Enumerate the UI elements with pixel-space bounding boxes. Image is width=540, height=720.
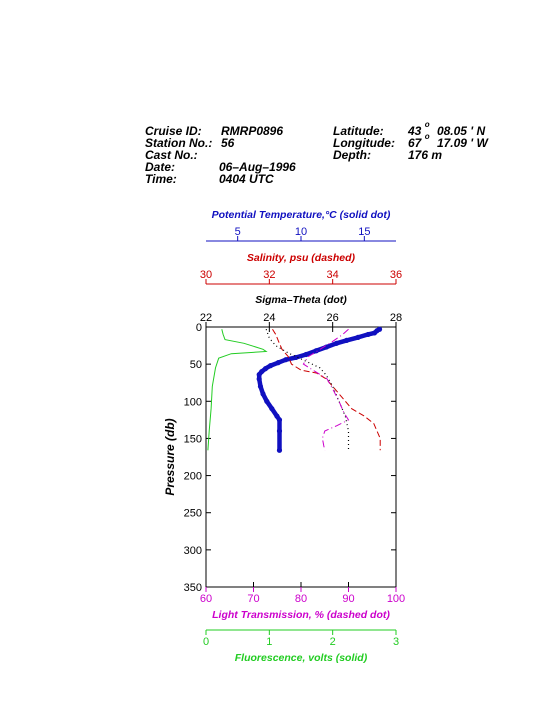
sigma-axis: 22 24 26 28 Sigma–Theta (dot) bbox=[200, 294, 402, 332]
fluorescence-axis: 0 1 2 3 Fluorescence, volts (solid) bbox=[203, 629, 399, 664]
station-label: Station No.: bbox=[145, 136, 213, 150]
longitude-degrees: 67 bbox=[408, 136, 422, 150]
sigma-tick-label: 24 bbox=[263, 312, 275, 324]
pressure-tick-label: 250 bbox=[184, 508, 202, 520]
salinity-tick-label: 36 bbox=[390, 269, 402, 281]
salinity-axis: 30 32 34 36 Salinity, psu (dashed) bbox=[200, 252, 402, 285]
station-value: 56 bbox=[221, 136, 235, 150]
temperature-axis: 5 10 15 Potential Temperature,°C (solid dot… bbox=[206, 209, 396, 242]
latitude-value: 43 o 08.05 ' N bbox=[408, 120, 486, 138]
fluorescence-profile-line bbox=[207, 329, 268, 451]
cruise-id-value: RMRP0896 bbox=[221, 124, 284, 138]
time-label: Time: bbox=[145, 172, 177, 186]
transmission-axis-title: Light Transmission, % (dashed dot) bbox=[212, 609, 390, 621]
salinity-axis-title: Salinity, psu (dashed) bbox=[247, 252, 356, 264]
depth-value: 176 m bbox=[408, 148, 443, 162]
temperature-data-point bbox=[256, 371, 262, 378]
temperature-data-point bbox=[371, 330, 378, 336]
temperature-data-point bbox=[264, 398, 270, 404]
longitude-value: 67 o 17.09 ' W bbox=[408, 132, 488, 150]
sigma-tick-label: 26 bbox=[327, 312, 339, 324]
temperature-data-point bbox=[344, 337, 350, 343]
latitude-label: Latitude: bbox=[333, 124, 384, 138]
latitude-minutes: 08.05 ' N bbox=[436, 124, 486, 138]
pressure-tick-label: 50 bbox=[190, 359, 202, 371]
temperature-axis-title: Potential Temperature,°C (solid dot) bbox=[212, 209, 391, 221]
salinity-tick-label: 32 bbox=[263, 269, 275, 281]
temperature-tick-label: 5 bbox=[235, 226, 241, 238]
fluorescence-axis-title: Fluorescence, volts (solid) bbox=[235, 652, 368, 664]
temperature-data-point bbox=[256, 376, 262, 382]
temperature-data-point bbox=[257, 383, 264, 390]
temperature-data-point bbox=[276, 417, 283, 423]
cast-label: Cast No.: bbox=[145, 148, 198, 162]
transmission-tick-label: 80 bbox=[295, 593, 307, 605]
transmission-tick-label: 100 bbox=[387, 593, 405, 605]
transmission-tick-label: 90 bbox=[342, 593, 354, 605]
temperature-data-point bbox=[276, 447, 283, 453]
temperature-tick-label: 15 bbox=[358, 226, 370, 238]
temperature-data-point bbox=[275, 360, 281, 366]
temperature-data-point bbox=[283, 357, 289, 363]
pressure-tick-label: 0 bbox=[196, 322, 202, 334]
time-value: 0404 UTC bbox=[219, 172, 274, 186]
temperature-data-point bbox=[260, 391, 266, 397]
temperature-data-point bbox=[313, 348, 319, 354]
temperature-data-point bbox=[274, 413, 280, 419]
temperature-data-point bbox=[355, 334, 361, 340]
date-label: Date: bbox=[145, 160, 176, 174]
pressure-tick-label: 350 bbox=[184, 582, 202, 594]
fluorescence-tick-label: 0 bbox=[203, 636, 209, 648]
sigma-tick-label: 22 bbox=[200, 312, 212, 324]
pressure-tick-label: 300 bbox=[184, 545, 202, 557]
plot-frame bbox=[205, 326, 397, 588]
transmission-tick-label: 70 bbox=[247, 593, 259, 605]
salinity-tick-label: 30 bbox=[200, 269, 212, 281]
longitude-label: Longitude: bbox=[333, 136, 395, 150]
longitude-minutes: 17.09 ' W bbox=[436, 136, 488, 150]
pressure-tick-label: 200 bbox=[184, 471, 202, 483]
fluorescence-tick-label: 3 bbox=[393, 636, 399, 648]
temperature-data-point bbox=[269, 406, 275, 412]
transmission-tick-label: 60 bbox=[200, 593, 212, 605]
temperature-tick-label: 10 bbox=[295, 226, 307, 238]
temperature-data-point bbox=[333, 340, 340, 346]
latitude-degrees: 43 bbox=[408, 124, 422, 138]
depth-label: Depth: bbox=[333, 148, 371, 162]
cruise-id-label: Cruise ID: bbox=[145, 124, 202, 138]
date-value: 06–Aug–1996 bbox=[219, 160, 296, 174]
transmission-axis: 60 70 80 90 100 Light Transmission, % (dashed… bbox=[200, 582, 405, 621]
fluorescence-tick-label: 1 bbox=[266, 636, 272, 648]
fluorescence-tick-label: 2 bbox=[330, 636, 336, 648]
sigma-axis-title: Sigma–Theta (dot) bbox=[255, 294, 347, 306]
pressure-tick-label: 100 bbox=[184, 396, 202, 408]
temperature-data-point bbox=[262, 366, 269, 372]
temperature-data-point bbox=[365, 331, 371, 338]
pressure-tick-label: 150 bbox=[184, 433, 202, 445]
sigma-tick-label: 28 bbox=[390, 312, 402, 324]
temperature-data-point bbox=[268, 363, 274, 369]
temperature-data-point bbox=[303, 351, 309, 358]
longitude-degree-sign: o bbox=[424, 132, 430, 141]
latitude-degree-sign: o bbox=[424, 120, 430, 129]
salinity-tick-label: 34 bbox=[327, 269, 339, 281]
transmission-profile-line bbox=[302, 328, 350, 451]
salinity-profile-line bbox=[272, 328, 381, 451]
temperature-data-point bbox=[276, 428, 283, 434]
pressure-axis-label: Pressure (db) bbox=[163, 418, 177, 495]
